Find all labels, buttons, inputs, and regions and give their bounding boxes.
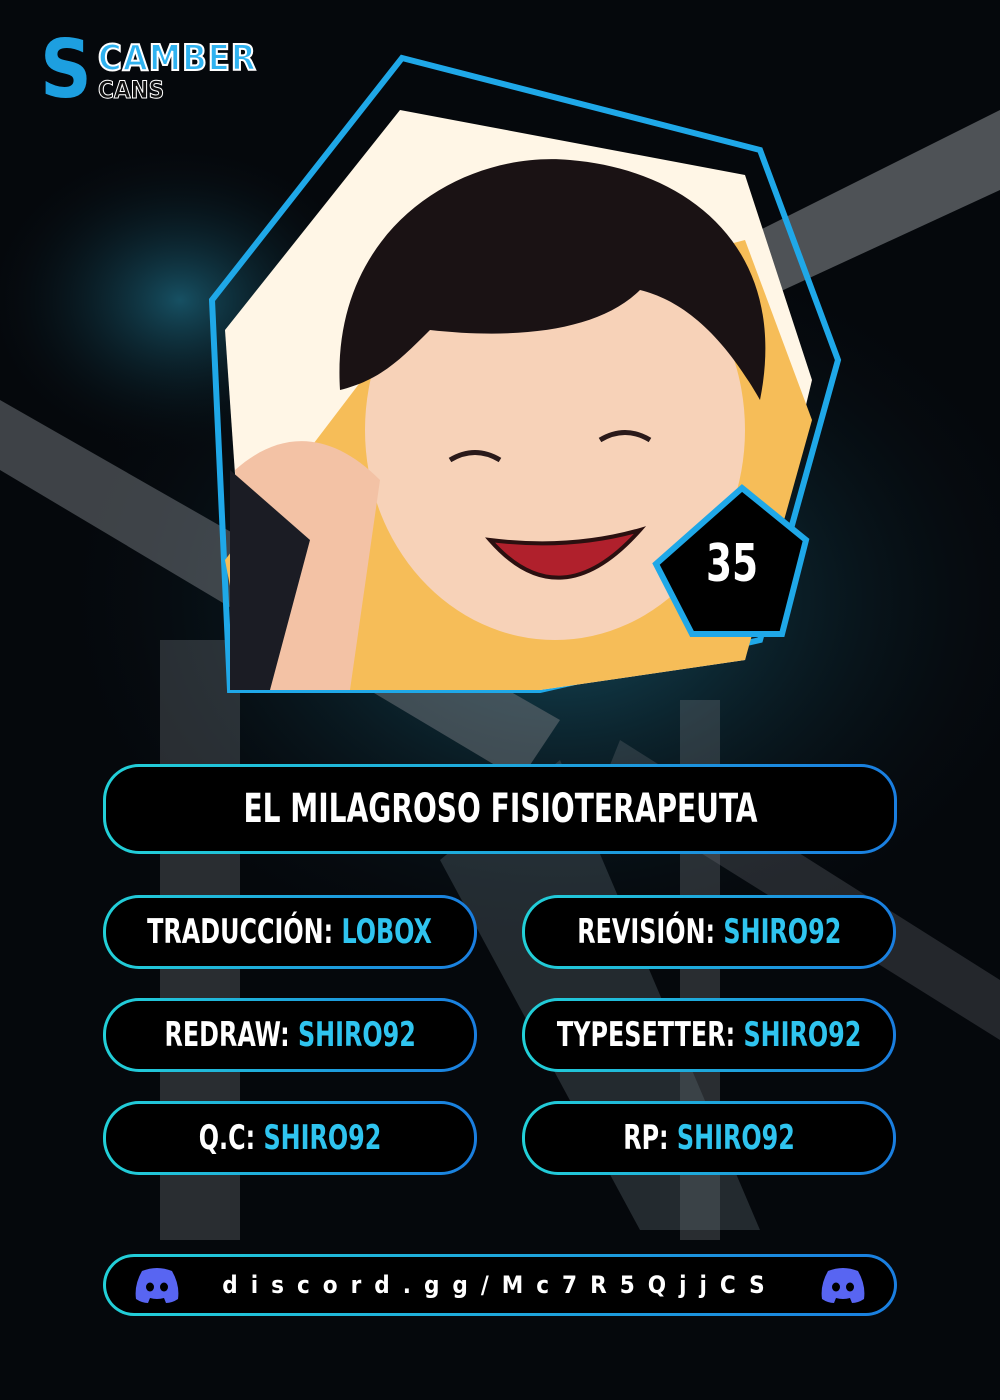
credit-redraw: REDRAW: SHIRO92: [103, 998, 477, 1072]
discord-icon: [821, 1268, 865, 1303]
credit-rp: RP: SHIRO92: [522, 1101, 896, 1175]
credit-value: SHIRO92: [297, 1015, 416, 1055]
logo-line1: CAMBER: [97, 37, 257, 80]
credit-value: SHIRO92: [263, 1118, 382, 1158]
logo-line2: CANS: [97, 76, 165, 105]
series-title: EL MILAGROSO FISIOTERAPEUTA: [243, 786, 757, 832]
cover-art: [208, 54, 842, 693]
chapter-number: 35: [705, 534, 759, 594]
pentagon-shape: [652, 484, 810, 637]
credit-translation: TRADUCCIÓN: LOBOX: [103, 895, 477, 969]
logo-initial: S: [40, 23, 92, 116]
credit-label: TRADUCCIÓN:: [147, 912, 334, 952]
discord-link[interactable]: discord.gg/Mc7R5QjjCS: [222, 1271, 778, 1299]
title-banner: EL MILAGROSO FISIOTERAPEUTA: [103, 764, 897, 854]
credit-value: SHIRO92: [676, 1118, 795, 1158]
credit-qc: Q.C: SHIRO92: [103, 1101, 477, 1175]
discord-icon: [135, 1268, 179, 1303]
credit-value: SHIRO92: [723, 912, 842, 952]
credit-revision: REVISIÓN: SHIRO92: [522, 895, 896, 969]
credit-value: SHIRO92: [743, 1015, 862, 1055]
scamber-scans-logo: S CAMBER CANS: [40, 30, 270, 110]
discord-banner[interactable]: discord.gg/Mc7R5QjjCS: [103, 1254, 897, 1316]
chapter-number-badge: 35: [652, 484, 812, 644]
credit-typesetter: TYPESETTER: SHIRO92: [522, 998, 896, 1072]
credit-label: REVISIÓN:: [576, 912, 715, 952]
credit-label: REDRAW:: [164, 1015, 290, 1055]
credit-value: LOBOX: [341, 912, 433, 952]
credit-label: RP:: [623, 1118, 669, 1158]
credit-label: TYPESETTER:: [556, 1015, 736, 1055]
credit-label: Q.C:: [198, 1118, 256, 1158]
